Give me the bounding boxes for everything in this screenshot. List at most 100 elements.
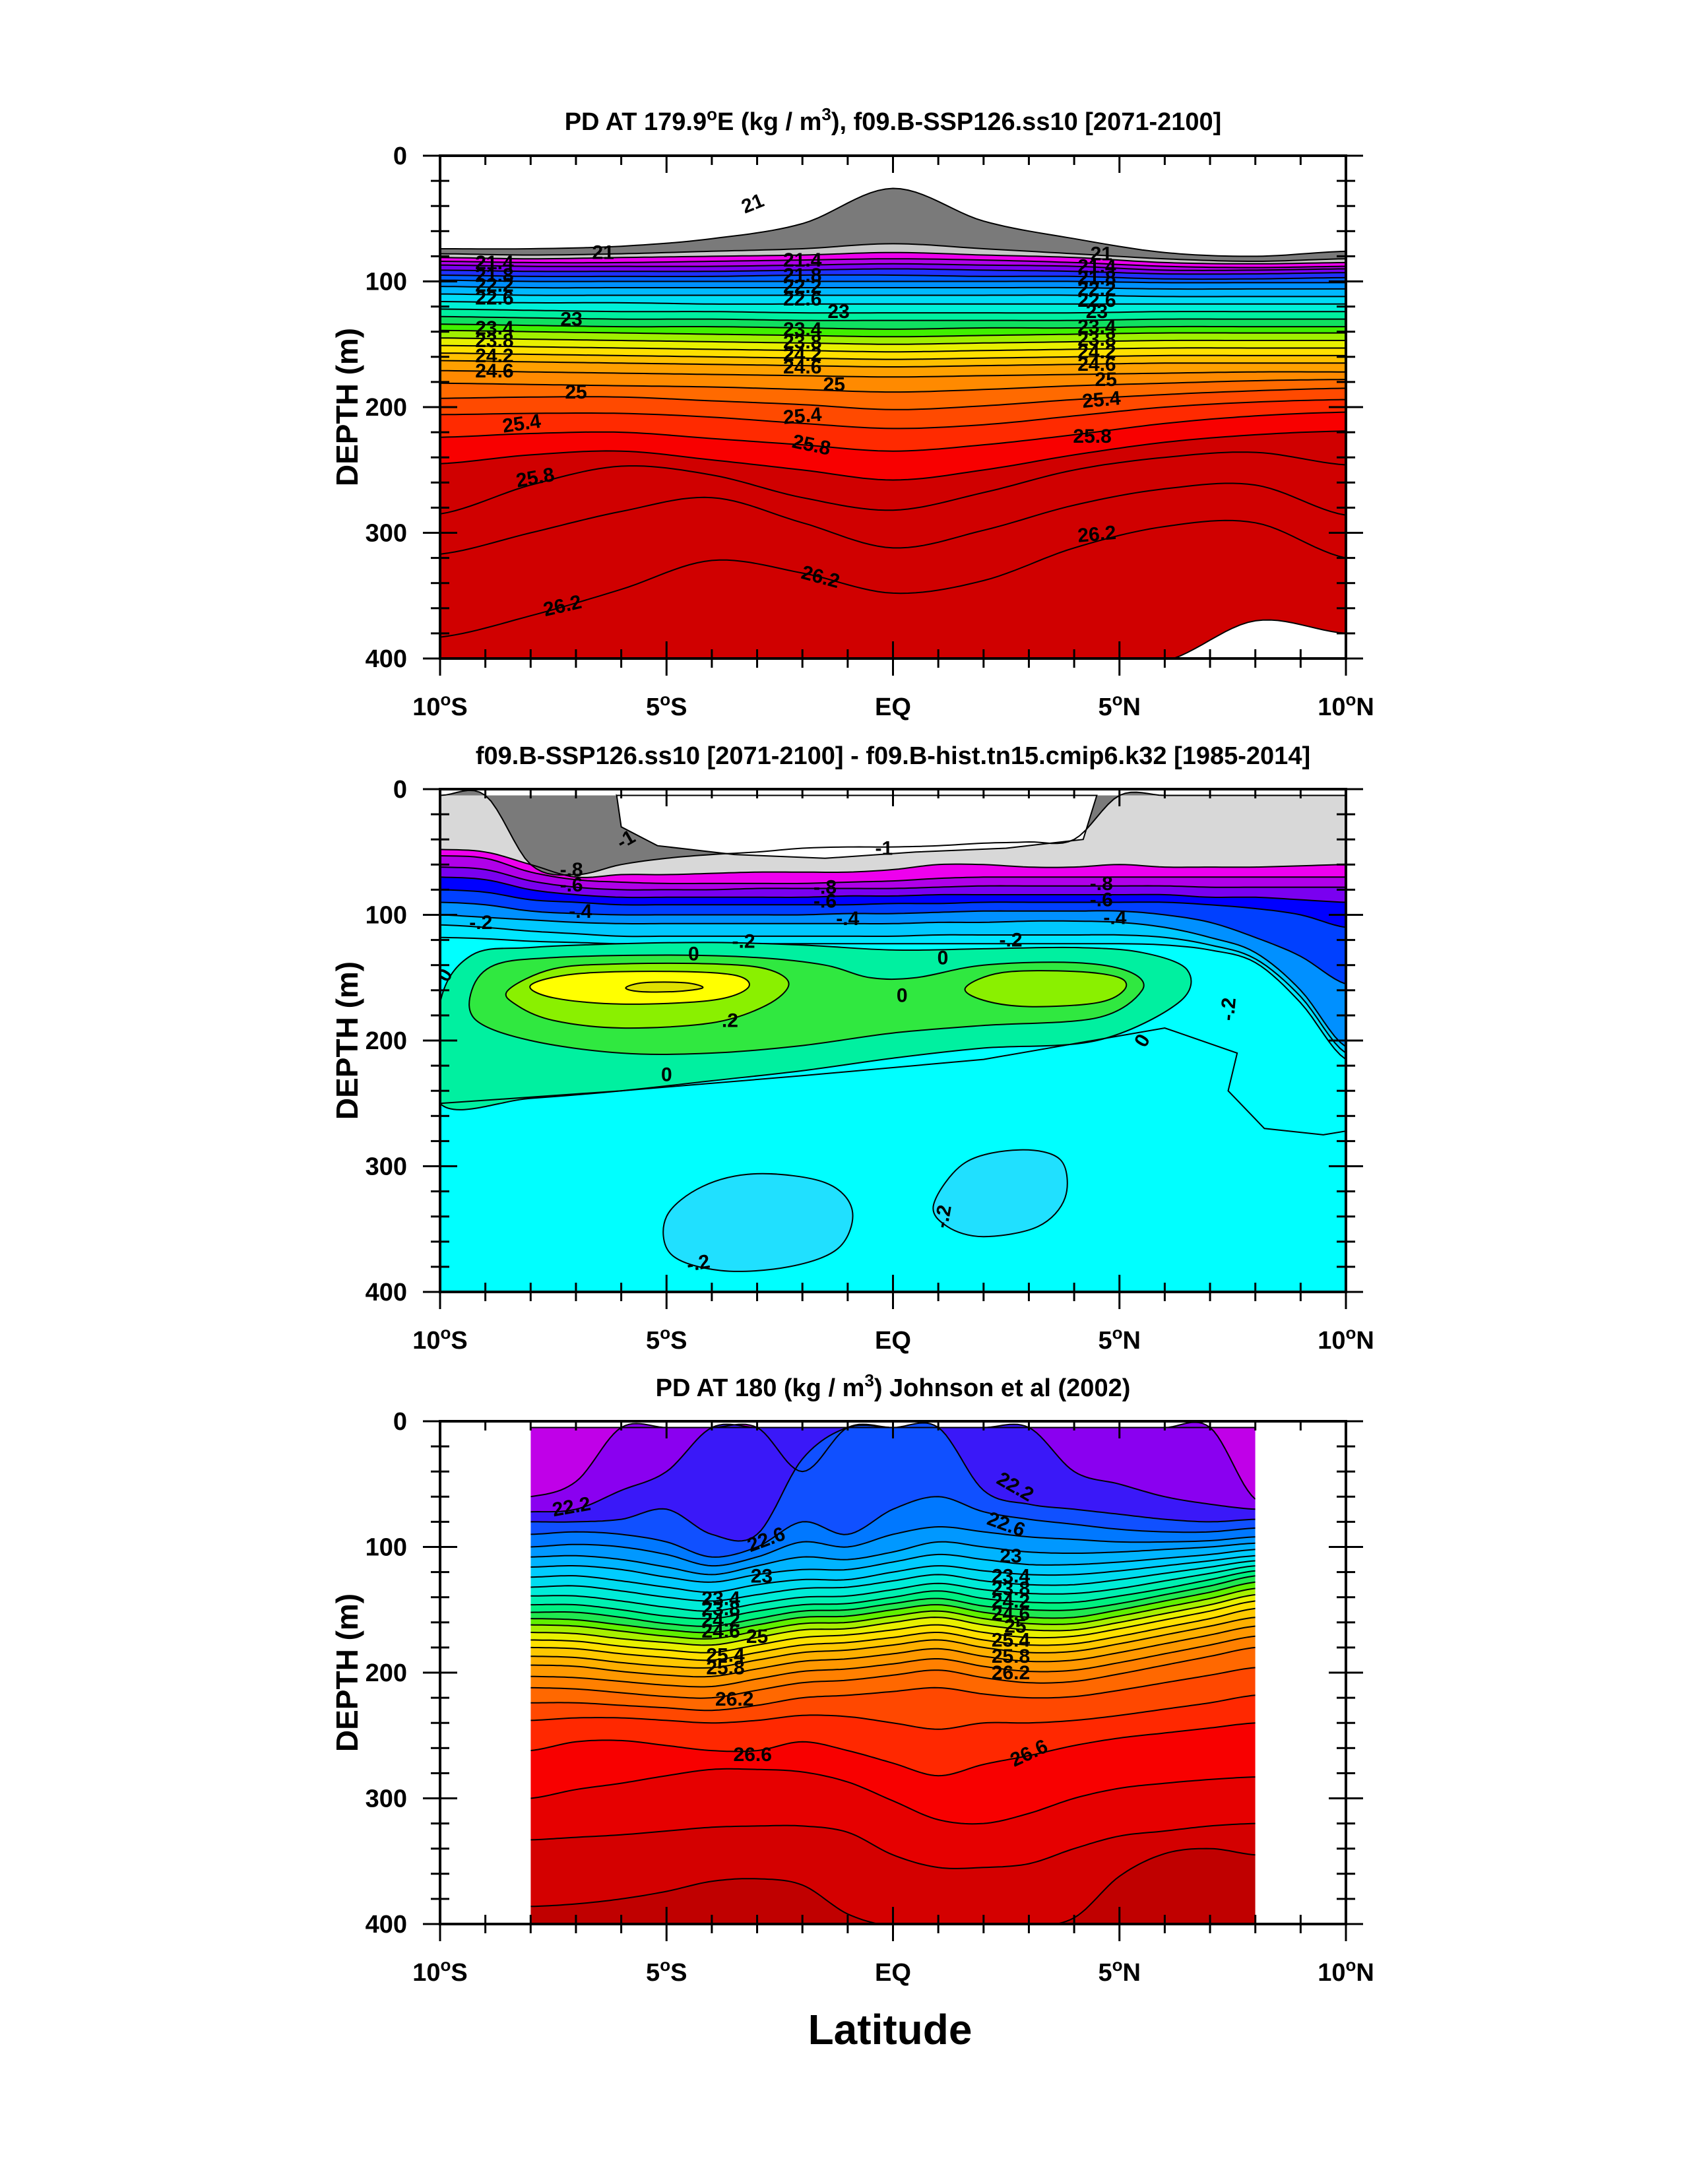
contour-line bbox=[440, 411, 1346, 452]
contour-label: 23 bbox=[1000, 1545, 1021, 1567]
contour-label-text: -.6 bbox=[560, 874, 583, 896]
contour-label-text: 21.8 bbox=[475, 265, 513, 286]
contour-label: -1 bbox=[875, 838, 893, 860]
contour-label: 24.6 bbox=[475, 360, 513, 382]
y-tick-label: 400 bbox=[366, 1911, 407, 1939]
contour-label-text: 22.2 bbox=[783, 276, 821, 298]
contour-line bbox=[440, 876, 1346, 903]
x-tick-label: 10oS bbox=[412, 690, 468, 721]
contour-line bbox=[440, 399, 1346, 430]
contour-fill-band bbox=[530, 1608, 1256, 1668]
contour-fill-band bbox=[530, 1695, 1256, 1776]
contour-label: 22.6 bbox=[1077, 290, 1116, 311]
contour-fill-band bbox=[530, 1768, 1256, 1869]
contour-label-text: 24.6 bbox=[1077, 354, 1116, 375]
contour-label: 24.2 bbox=[992, 1590, 1030, 1612]
contour-fill-band bbox=[440, 399, 1346, 451]
contour-label-text: 25 bbox=[823, 374, 845, 396]
contour-label: 25.4 bbox=[706, 1644, 745, 1666]
contour-line bbox=[440, 308, 1346, 314]
contour-line bbox=[440, 315, 1346, 321]
contour-label-text: -.8 bbox=[1090, 873, 1113, 895]
contour-label: 22.6 bbox=[475, 287, 513, 309]
y-tick-label: 0 bbox=[393, 143, 407, 170]
x-tick-label: 5oN bbox=[1099, 1323, 1141, 1355]
x-tick-label: 5oS bbox=[646, 1323, 687, 1355]
contour-fill-band bbox=[440, 483, 1346, 637]
contour-fill-band bbox=[530, 1496, 1256, 1566]
contour-label-text: 25.8 bbox=[1073, 426, 1111, 447]
contour-label-text: 23.4 bbox=[475, 317, 514, 339]
contour-line bbox=[440, 329, 1346, 338]
contour-fill-band bbox=[530, 1549, 1256, 1593]
contour-label-text: -.2 bbox=[732, 931, 755, 953]
contour-label-text: -.4 bbox=[836, 908, 859, 930]
contour-label: 24.6 bbox=[992, 1603, 1030, 1625]
contour-line bbox=[1171, 619, 1346, 658]
contour-fill-band bbox=[530, 1848, 1256, 1924]
contour-line bbox=[440, 387, 1346, 410]
contour-label: 25.8 bbox=[706, 1657, 744, 1679]
contour-label-text: 23.8 bbox=[992, 1578, 1030, 1599]
contour-label: 22.6 bbox=[783, 288, 821, 310]
contour-label: 21.8 bbox=[1077, 267, 1116, 289]
contour-label-text: 24.2 bbox=[475, 345, 513, 367]
contour-line bbox=[440, 344, 1346, 353]
y-tick-label: 100 bbox=[366, 1534, 407, 1562]
contour-label: 24.6 bbox=[1077, 354, 1116, 375]
contour-line bbox=[440, 855, 1346, 884]
contour-line bbox=[440, 337, 1346, 345]
contour-label-text: 23.8 bbox=[1077, 329, 1116, 350]
contour-label-text: 23.4 bbox=[992, 1565, 1031, 1587]
contour-label: 21.4 bbox=[475, 252, 514, 274]
contour-label-text: 23.8 bbox=[475, 330, 513, 352]
contour-fill-band bbox=[530, 1636, 1256, 1698]
contour-label: 24.2 bbox=[701, 1609, 740, 1631]
panel-title: f09.B-SSP126.ss10 [2071-2100] - f09.B-hi… bbox=[476, 742, 1310, 770]
contour-line bbox=[440, 519, 1346, 638]
contour-label: 26.2 bbox=[1077, 522, 1117, 547]
contour-label: -.4 bbox=[1103, 907, 1126, 928]
x-tick-label: 10oS bbox=[412, 1323, 468, 1355]
contour-label: 23.4 bbox=[1077, 316, 1116, 338]
contour-label-text: 23.8 bbox=[701, 1598, 740, 1620]
x-tick-label: 10oN bbox=[1318, 1955, 1374, 1987]
contour-label: 23 bbox=[827, 301, 849, 323]
contour-label: -.4 bbox=[569, 901, 592, 922]
contour-line bbox=[530, 1722, 1256, 1777]
contour-line bbox=[440, 286, 1346, 290]
contour-label-text: 22.6 bbox=[783, 288, 821, 310]
contour-line bbox=[440, 187, 1346, 257]
contour-label-text: 25 bbox=[565, 381, 587, 403]
y-tick-label: 100 bbox=[366, 902, 407, 930]
contour-label: 25.8 bbox=[1073, 426, 1111, 447]
y-tick-label: 0 bbox=[393, 1408, 407, 1436]
contour-label: 23.8 bbox=[701, 1598, 740, 1620]
contour-line bbox=[440, 279, 1346, 284]
contour-line bbox=[530, 1526, 1256, 1567]
x-tick-label: 5oN bbox=[1099, 690, 1141, 721]
contour-label-text: 25 bbox=[1004, 1616, 1026, 1638]
contour-line bbox=[440, 263, 1346, 271]
contour-label: 21.4 bbox=[1077, 256, 1116, 278]
contour-line bbox=[530, 1593, 1256, 1646]
y-tick-label: 300 bbox=[366, 1153, 407, 1181]
contour-label: 24.2 bbox=[1077, 341, 1116, 363]
contour-line bbox=[530, 1581, 1256, 1634]
contour-plot-area: -1 -1-.8-.8 -.8-.6-.6 -.6-.4 -.4 -.4-.2-.2 -.2… bbox=[440, 789, 1346, 1292]
contour-line bbox=[530, 1822, 1256, 1869]
contour-fill-band bbox=[530, 1560, 1256, 1611]
contour-label-text: 26.2 bbox=[992, 1662, 1030, 1684]
contour-fill-band bbox=[440, 252, 1346, 268]
contour-label-text: 25.8 bbox=[992, 1646, 1030, 1667]
contour-fill-band bbox=[440, 294, 1346, 304]
contour-label-text: 22.6 bbox=[1077, 290, 1116, 311]
contour-fill-band bbox=[440, 370, 1346, 393]
contour-label-text: 23 bbox=[751, 1565, 773, 1587]
contour-label-text: 23 bbox=[1000, 1545, 1021, 1567]
contour-label-text: 21 bbox=[592, 242, 614, 264]
contour-label-text: 21 bbox=[1091, 243, 1112, 265]
contour-fill-band bbox=[440, 360, 1346, 377]
